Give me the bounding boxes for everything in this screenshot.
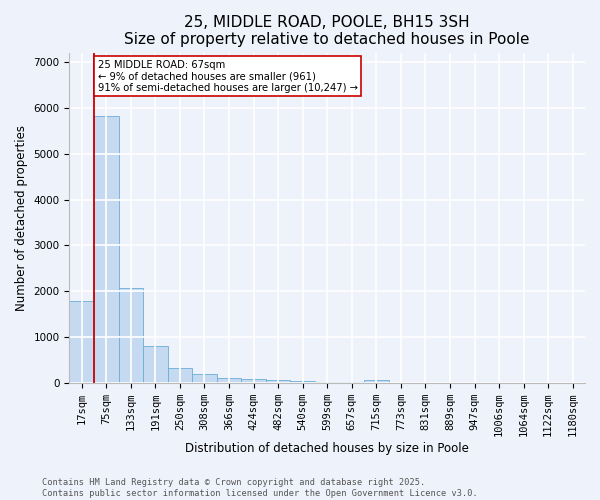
Bar: [364, 380, 389, 383]
Bar: [70, 302, 94, 383]
Bar: [340, 382, 364, 383]
Bar: [217, 378, 241, 383]
Bar: [241, 380, 266, 383]
Bar: [290, 382, 315, 383]
Bar: [94, 116, 119, 383]
Text: Contains HM Land Registry data © Crown copyright and database right 2025.
Contai: Contains HM Land Registry data © Crown c…: [42, 478, 478, 498]
Bar: [315, 382, 340, 383]
X-axis label: Distribution of detached houses by size in Poole: Distribution of detached houses by size …: [185, 442, 469, 455]
Y-axis label: Number of detached properties: Number of detached properties: [15, 125, 28, 311]
Text: 25 MIDDLE ROAD: 67sqm
← 9% of detached houses are smaller (961)
91% of semi-deta: 25 MIDDLE ROAD: 67sqm ← 9% of detached h…: [98, 60, 358, 93]
Bar: [119, 288, 143, 383]
Title: 25, MIDDLE ROAD, POOLE, BH15 3SH
Size of property relative to detached houses in: 25, MIDDLE ROAD, POOLE, BH15 3SH Size of…: [124, 15, 530, 48]
Bar: [266, 380, 290, 383]
Bar: [192, 374, 217, 383]
Bar: [143, 346, 167, 383]
Bar: [167, 368, 192, 383]
